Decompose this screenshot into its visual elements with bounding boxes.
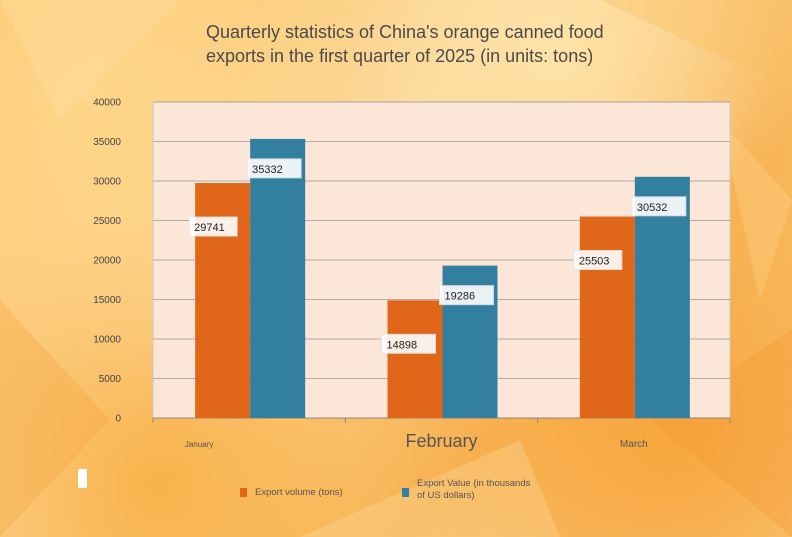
- x-category-label: February: [405, 431, 477, 451]
- y-tick-label: 40000: [93, 98, 121, 109]
- y-tick-label: 20000: [93, 256, 121, 267]
- bar-export-value: [634, 176, 690, 418]
- bar-export-volume: [579, 216, 635, 418]
- data-label-box-export-value: [631, 196, 687, 217]
- legend-swatch-export-volume: [240, 488, 247, 497]
- legend-label-export-value: Export Value (in thousands of US dollars…: [417, 478, 531, 501]
- x-category-label: January: [185, 440, 213, 449]
- white-marker: [78, 469, 87, 488]
- y-tick-label: 35000: [93, 137, 121, 148]
- y-tick-label: 0: [115, 414, 121, 425]
- chart-title-line-2: exports in the first quarter of 2025 (in…: [206, 46, 594, 66]
- legend-swatch-export-value: [402, 488, 409, 497]
- data-label-export-volume: 29741: [194, 222, 225, 234]
- chart-title: Quarterly statistics of China's orange c…: [206, 20, 626, 68]
- bar-export-value: [250, 138, 306, 418]
- y-tick-label: 5000: [99, 374, 122, 385]
- data-label-export-value: 35332: [252, 164, 283, 176]
- y-tick-label: 25000: [93, 216, 121, 227]
- y-tick-label: 30000: [93, 177, 121, 188]
- bar-export-volume: [387, 300, 443, 418]
- chart-title-line-1: Quarterly statistics of China's orange c…: [206, 22, 604, 42]
- data-label-export-value: 30532: [637, 202, 668, 214]
- data-label-export-volume: 25503: [579, 256, 610, 268]
- y-tick-label: 10000: [93, 335, 121, 346]
- data-label-box-export-value: [246, 158, 302, 179]
- y-tick-label: 15000: [93, 295, 121, 306]
- data-label-export-volume: 14898: [387, 339, 418, 351]
- data-label-export-value: 19286: [445, 291, 476, 303]
- x-category-label: March: [620, 439, 648, 450]
- data-label-box-export-volume: [188, 216, 238, 237]
- data-label-box-export-volume: [381, 333, 436, 354]
- legend-label-export-volume: Export volume (tons): [255, 487, 343, 498]
- data-label-box-export-value: [439, 285, 494, 306]
- data-label-box-export-volume: [573, 250, 623, 271]
